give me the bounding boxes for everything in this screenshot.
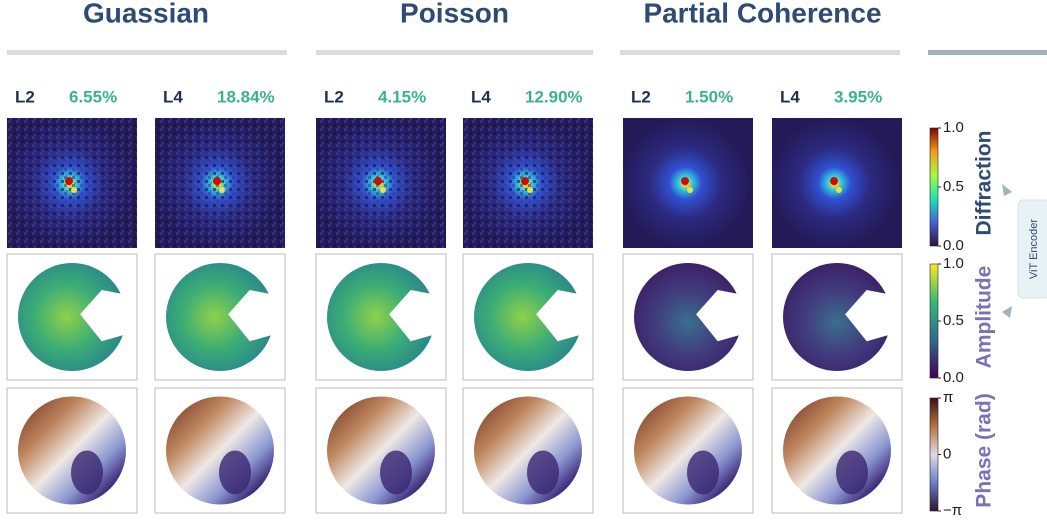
error-label: 12.90% [525,87,583,106]
error-label: 4.15% [378,87,426,106]
divider-bar [7,50,287,55]
colorbar-tick-label: 0 [943,445,951,462]
error-label: 3.95% [834,87,882,106]
encoder-box [1017,199,1047,299]
amplitude-notch [80,290,130,342]
diffraction-peak [380,187,386,193]
diffraction-peak [527,187,533,193]
error-label: 18.84% [217,87,275,106]
loss-label: L2 [15,87,35,106]
divider-bar [928,50,1047,55]
diffraction-peak [681,177,689,185]
amplitude-notch [389,290,439,342]
phase-image [166,396,274,505]
colorbar-tick-label: 0.0 [943,237,964,254]
phase-image [634,396,742,505]
group-title: Guassian [83,0,209,28]
divider-bar [620,50,900,55]
amplitude-image [327,263,435,371]
phase-feature [687,450,719,495]
phase-image [327,396,435,505]
colorbar-tick-label: 0.5 [943,312,964,329]
diffraction-peak [836,187,842,193]
colorbar-tick-label: 1.0 [943,255,964,272]
amplitude-notch [228,290,278,342]
diffraction-peak [374,177,382,185]
loss-label: L4 [471,87,491,106]
amplitude-notch [536,290,586,342]
arrow [1002,306,1012,318]
diffraction-peak [71,187,77,193]
amplitude-notch [845,290,895,342]
diffraction-peak [687,187,693,193]
amplitude-image [18,263,126,371]
row-label: Amplitude [973,266,996,369]
diffraction-peak [65,177,73,185]
colorbar [929,127,939,247]
diffraction-peak [830,177,838,185]
group-title: Poisson [400,0,509,28]
amplitude-notch [696,290,746,342]
colorbar-tick-label: 1.0 [943,119,964,136]
diffraction-peak [219,187,225,193]
divider-bar [316,50,593,55]
colorbar-tick-label: π [943,389,953,406]
colorbar [929,397,939,512]
encoder-label: ViT Encoder [1028,219,1040,279]
amplitude-image [166,263,274,371]
colorbar [929,263,939,379]
loss-label: L2 [324,87,344,106]
loss-label: L2 [631,87,651,106]
group-title: Partial Coherence [643,0,881,28]
phase-image [783,396,891,505]
row-label: Diffraction [973,131,996,236]
loss-label: L4 [780,87,800,106]
colorbar-tick-label: −π [943,502,962,519]
phase-feature [527,450,559,495]
amplitude-image [634,263,742,371]
phase-image [474,396,582,505]
amplitude-image [474,263,582,371]
diffraction-peak [521,177,529,185]
phase-feature [219,450,251,495]
row-label: Phase (rad) [973,393,996,507]
phase-feature [380,450,412,495]
diffraction-peak [213,177,221,185]
amplitude-image [783,263,891,371]
error-label: 6.55% [69,87,117,106]
phase-feature [71,450,103,495]
error-label: 1.50% [685,87,733,106]
phase-feature [836,450,868,495]
colorbar-tick-label: 0.5 [943,178,964,195]
arrow [1002,184,1012,196]
phase-image [18,396,126,505]
loss-label: L4 [163,87,183,106]
colorbar-tick-label: 0.0 [943,369,964,386]
